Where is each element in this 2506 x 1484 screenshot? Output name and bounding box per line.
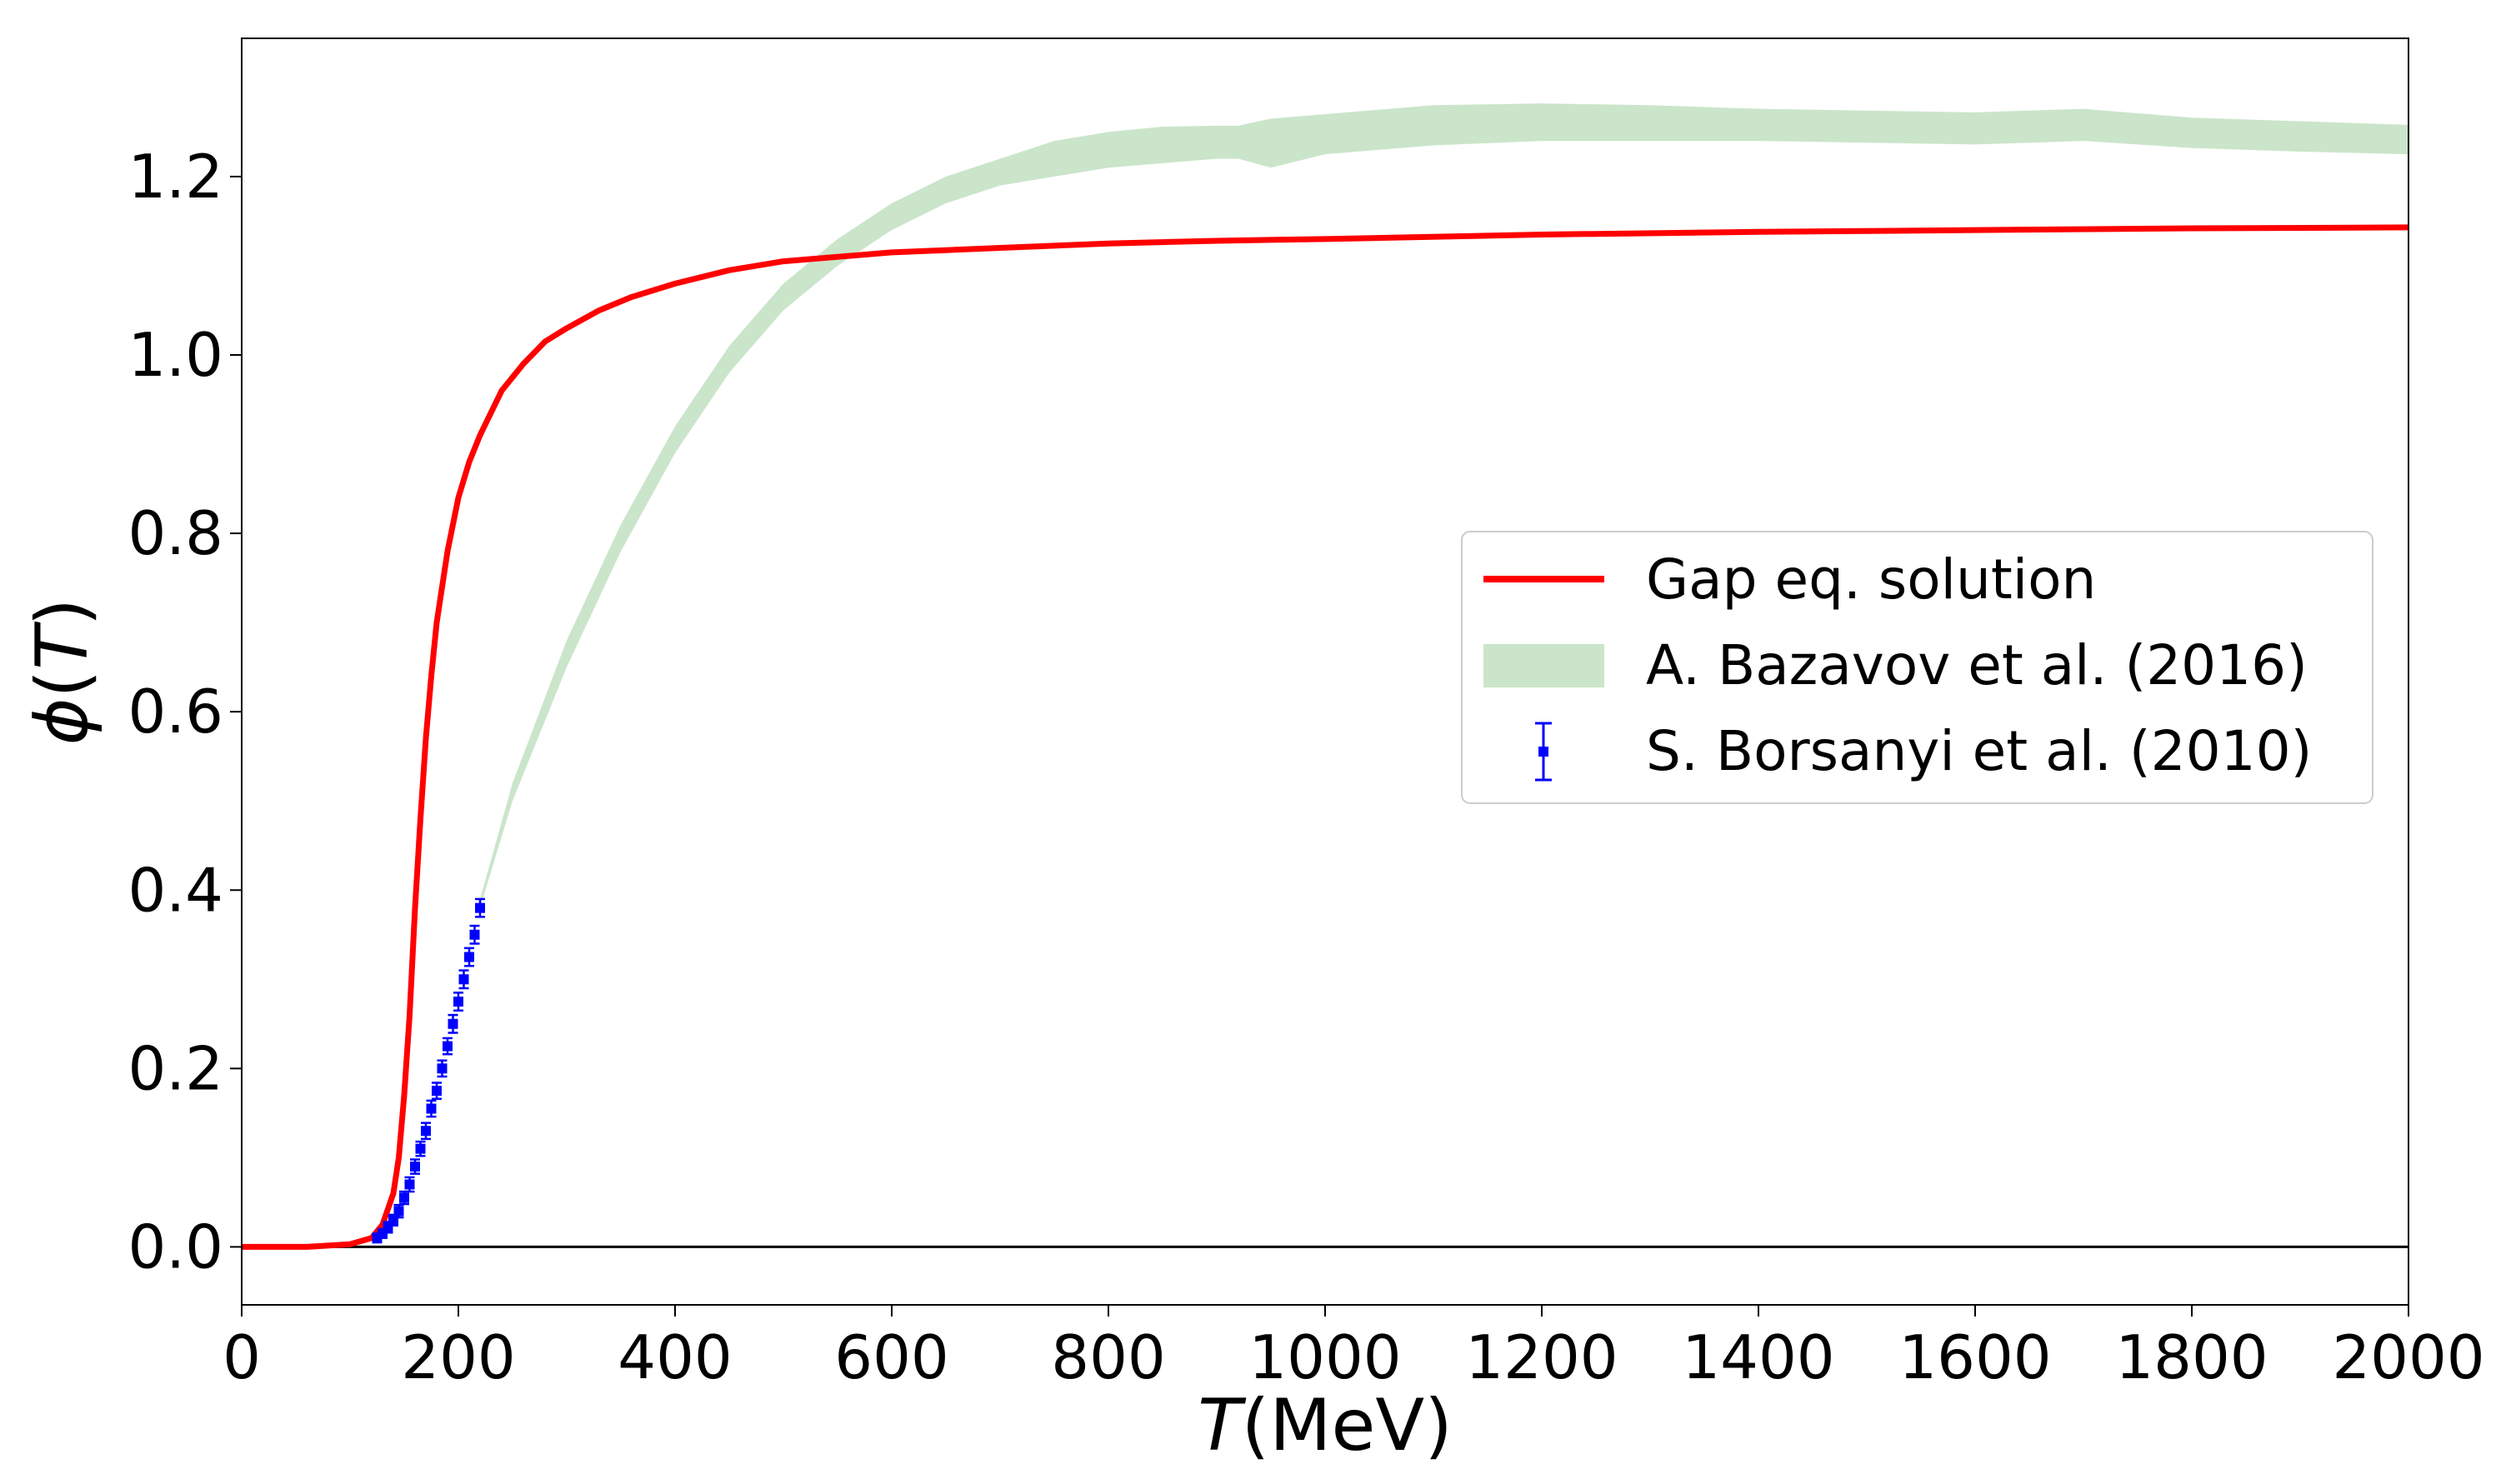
borsanyi-point [432,1082,442,1100]
y-tick-label: 0.6 [128,677,223,747]
borsanyi-point [404,1176,415,1193]
borsanyi-point [393,1203,404,1219]
x-tick-label: 1600 [1898,1322,2051,1392]
x-tick-label: 0 [223,1322,261,1392]
borsanyi-point [464,947,474,967]
x-tick-label: 400 [618,1322,732,1392]
x-tick-label: 200 [401,1322,515,1392]
borsanyi-point [399,1190,409,1206]
y-tick-label: 0.2 [128,1033,223,1103]
x-tick-label: 600 [834,1322,948,1392]
x-tick-label: 1000 [1248,1322,1401,1392]
borsanyi-point [443,1037,453,1056]
borsanyi-point [437,1059,448,1078]
borsanyi-point [388,1213,398,1227]
legend-swatch-bazavov [1483,644,1604,687]
x-tick-label: 2000 [2332,1322,2484,1392]
y-tick-label: 0.8 [128,498,223,568]
y-tick-label: 1.2 [128,142,223,212]
borsanyi-point [475,897,485,918]
borsanyi-point [410,1158,420,1175]
legend-label-gap-eq: Gap eq. solution [1646,547,2096,612]
legend-label-bazavov: A. Bazavov et al. (2016) [1646,633,2308,697]
borsanyi-point [453,992,463,1012]
legend-label-borsanyi: S. Borsanyi et al. (2010) [1646,719,2312,783]
borsanyi-point [415,1140,426,1157]
x-tick-label: 1200 [1465,1322,1618,1392]
axis-labels: T(MeV) ϕ(T) [21,598,1453,1467]
legend-swatch-borsanyi [1535,722,1552,782]
axis-ticks: 0 200 400 600 800 1000 1200 1400 1600 1800 2000 0.0… [128,142,2484,1392]
legend-box [1461,531,2373,804]
y-tick-label: 0.4 [128,855,223,925]
borsanyi-point [469,924,480,945]
y-tick-label: 0.0 [128,1212,223,1282]
borsanyi-point [421,1122,431,1141]
y-tick-label: 1.0 [128,320,223,390]
y-axis-label: ϕ(T) [21,598,104,745]
gap-eq-solution-line [242,224,2409,1250]
plot-area [242,103,2409,1250]
x-axis-label: T(MeV) [1198,1384,1453,1467]
legend: Gap eq. solution A. Bazavov et al. (2016… [1461,531,2373,804]
x-tick-label: 1800 [2115,1322,2268,1392]
borsanyi-point [458,969,469,990]
borsanyi-point [426,1099,437,1118]
borsanyi-point [448,1013,458,1034]
x-tick-label: 1400 [1682,1322,1834,1392]
x-tick-label: 800 [1051,1322,1165,1392]
